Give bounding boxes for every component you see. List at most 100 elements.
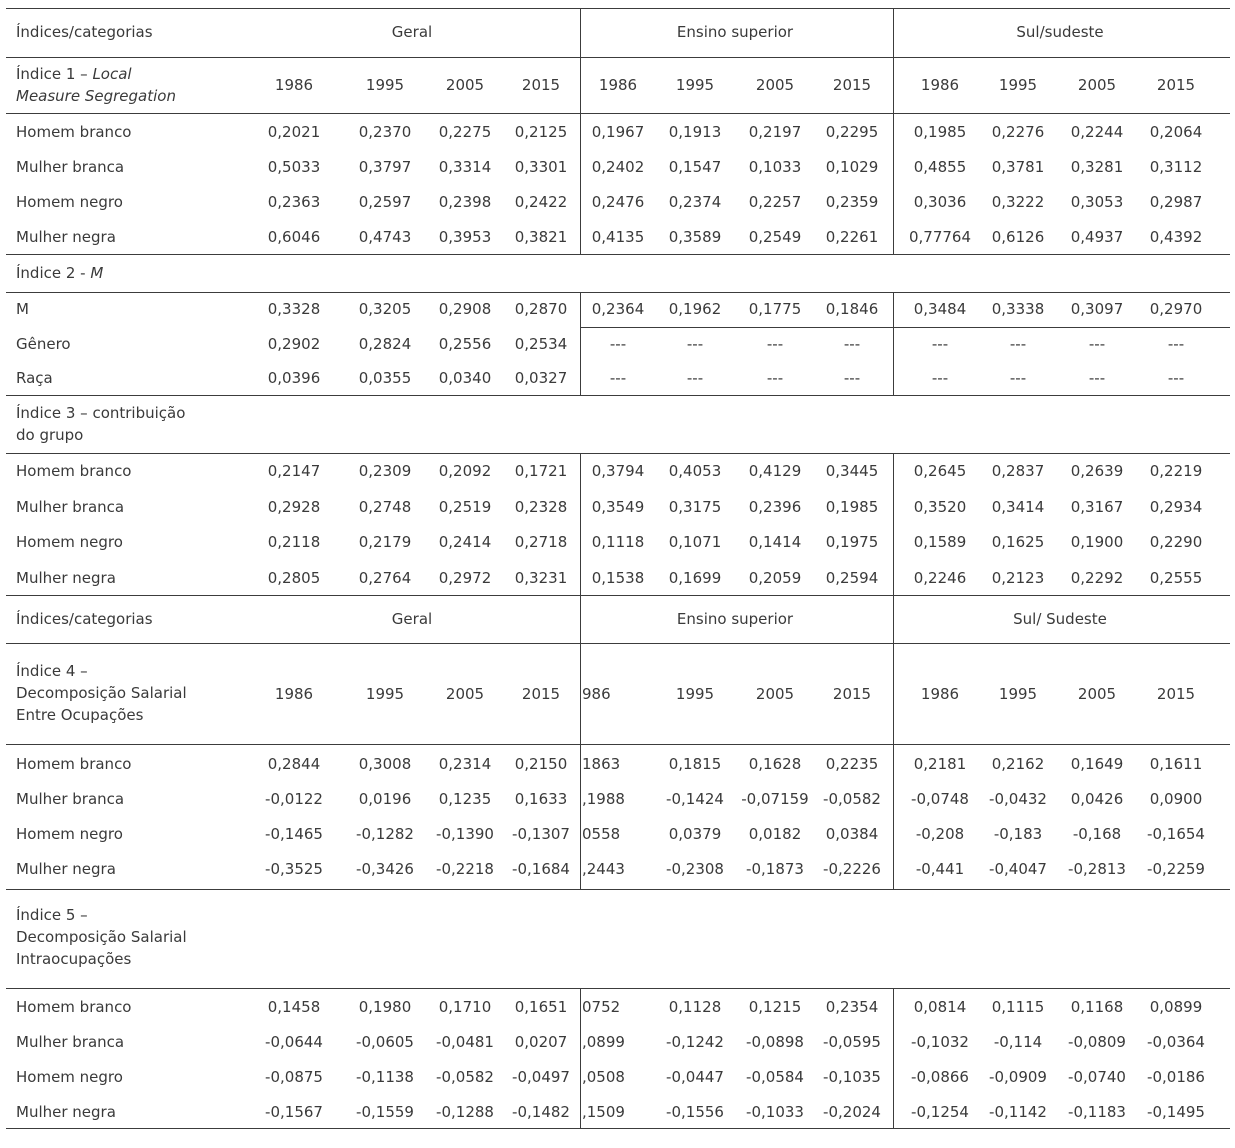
value-cell: 0,1846 [825, 300, 879, 318]
value-cell: ,1509 [582, 1103, 625, 1121]
value-cell: -0,0481 [436, 1033, 494, 1051]
value-cell: 0,2422 [514, 193, 568, 211]
value-cell: 0,3008 [358, 755, 412, 773]
value-cell: 0,1538 [591, 569, 645, 587]
value-cell: -0,1138 [356, 1068, 414, 1086]
block-title-italic: Local [92, 65, 132, 83]
table-rule [6, 113, 1230, 115]
year-header: 2015 [521, 685, 561, 703]
table-border [580, 453, 582, 889]
value-cell: 0,1900 [1070, 533, 1124, 551]
value-cell: -0,1242 [666, 1033, 724, 1051]
value-cell: 0,1628 [748, 755, 802, 773]
value-cell: 0,3549 [591, 498, 645, 516]
value-cell: -0,0122 [265, 790, 323, 808]
value-cell: -0,2024 [823, 1103, 881, 1121]
value-cell: -0,0497 [512, 1068, 570, 1086]
group-header-ensino-superior: Ensino superior [676, 23, 794, 41]
value-cell: 0,2276 [991, 123, 1045, 141]
table-border [893, 453, 895, 889]
value-cell: 0,2364 [591, 300, 645, 318]
year-header: 1995 [675, 685, 715, 703]
value-cell: 0,2123 [991, 569, 1045, 587]
value-cell: --- [686, 335, 704, 353]
value-cell: 0,3953 [438, 228, 492, 246]
value-cell: ,0508 [582, 1068, 625, 1086]
value-cell: 0,2870 [514, 300, 568, 318]
value-cell: 0,2261 [825, 228, 879, 246]
value-cell: 0,2370 [358, 123, 412, 141]
value-cell: 0,1458 [267, 998, 321, 1016]
value-cell: 0,3520 [913, 498, 967, 516]
value-cell: 0,1071 [668, 533, 722, 551]
value-cell: 0,3589 [668, 228, 722, 246]
year-header: 1986 [598, 76, 638, 94]
table-rule [6, 889, 1230, 891]
value-cell: 0,3328 [267, 300, 321, 318]
value-cell: -0,3426 [356, 860, 414, 878]
value-cell: -0,1288 [436, 1103, 494, 1121]
value-cell: 0,0182 [748, 825, 802, 843]
value-cell: -0,1684 [512, 860, 570, 878]
value-cell: 0,2597 [358, 193, 412, 211]
value-cell: 0,2235 [825, 755, 879, 773]
value-cell: 0,1699 [668, 569, 722, 587]
value-cell: -0,0584 [746, 1068, 804, 1086]
value-cell: 0,0207 [514, 1033, 568, 1051]
value-cell: 0,2064 [1149, 123, 1203, 141]
value-cell: -0,1183 [1068, 1103, 1126, 1121]
value-cell: --- [766, 369, 784, 387]
value-cell: 0,3338 [991, 300, 1045, 318]
table-rule [6, 643, 1230, 645]
value-cell: 0,1633 [514, 790, 568, 808]
value-cell: -0,07159 [741, 790, 809, 808]
value-cell: 0,2147 [267, 462, 321, 480]
value-cell: -0,0875 [265, 1068, 323, 1086]
value-cell: 0,4743 [358, 228, 412, 246]
value-cell: -0,1482 [512, 1103, 570, 1121]
value-cell: --- [609, 335, 627, 353]
value-cell: -0,2813 [1068, 860, 1126, 878]
value-cell: 0,5033 [267, 158, 321, 176]
value-cell: -0,1390 [436, 825, 494, 843]
block-title-text: Índice 4 – [16, 662, 88, 680]
value-cell: ,0899 [582, 1033, 625, 1051]
year-header: 1995 [365, 685, 405, 703]
value-cell: -0,2308 [666, 860, 724, 878]
value-cell: 0,0196 [358, 790, 412, 808]
table-border [893, 988, 895, 1128]
value-cell: -0,183 [993, 825, 1043, 843]
value-cell: 0,2844 [267, 755, 321, 773]
block-title-text: Decomposição Salarial [16, 928, 187, 946]
year-header: 986 [582, 685, 611, 703]
value-cell: 0,2374 [668, 193, 722, 211]
value-cell: 0,2398 [438, 193, 492, 211]
value-cell: 0,0327 [514, 369, 568, 387]
value-cell: 0,1235 [438, 790, 492, 808]
value-cell: 0752 [582, 998, 621, 1016]
value-cell: -0,1495 [1147, 1103, 1205, 1121]
value-cell: 0,2972 [438, 569, 492, 587]
value-cell: --- [766, 335, 784, 353]
row-label: Gênero [16, 335, 71, 353]
value-cell: 0,77764 [908, 228, 972, 246]
value-cell: 0,3781 [991, 158, 1045, 176]
value-cell: -0,2226 [823, 860, 881, 878]
year-header: 2015 [521, 76, 561, 94]
value-cell: 0,2150 [514, 755, 568, 773]
table-border [893, 292, 895, 395]
value-cell: 0,2363 [267, 193, 321, 211]
value-cell: --- [609, 369, 627, 387]
block-title-text: Intraocupações [16, 950, 132, 968]
year-header: 2015 [1156, 76, 1196, 94]
value-cell: 0,4129 [748, 462, 802, 480]
value-cell: --- [843, 369, 861, 387]
value-cell: 0,2257 [748, 193, 802, 211]
value-cell: 0,0355 [358, 369, 412, 387]
row-label: Homem branco [16, 998, 132, 1016]
value-cell: 0,3205 [358, 300, 412, 318]
block-title-text: Entre Ocupações [16, 706, 144, 724]
value-cell: 0,2476 [591, 193, 645, 211]
value-cell: -0,0186 [1147, 1068, 1205, 1086]
table-rule [6, 744, 1230, 746]
